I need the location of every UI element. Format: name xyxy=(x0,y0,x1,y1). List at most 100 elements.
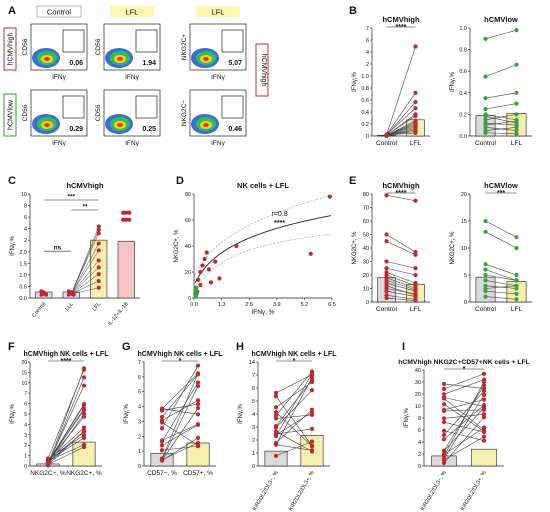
bar xyxy=(471,448,497,467)
sig-stars: ns xyxy=(54,245,62,252)
chart-title: hCMVhigh xyxy=(382,15,419,24)
data-point xyxy=(81,433,87,438)
pair-line xyxy=(161,445,199,451)
pair-line xyxy=(161,400,199,421)
pair-line xyxy=(386,288,416,295)
data-point xyxy=(441,448,447,453)
x-tick-label: KIR2DL2/DL3−, % xyxy=(420,470,448,512)
pair-line xyxy=(161,374,199,418)
x-tick-label: IL-12+IL-18 xyxy=(107,301,130,327)
data-point xyxy=(39,290,44,294)
y-tick-label: 4 xyxy=(418,440,421,446)
x-tick-label: LFL xyxy=(92,301,103,312)
data-point xyxy=(81,429,87,434)
pair-line xyxy=(443,397,485,407)
data-point xyxy=(441,408,447,414)
pair-line xyxy=(275,431,313,452)
pair-line xyxy=(275,374,313,394)
pair-line xyxy=(485,29,517,40)
pair-line xyxy=(386,240,416,256)
data-point xyxy=(413,118,418,123)
y-tick-label: 0 xyxy=(188,296,191,302)
data-point xyxy=(413,121,418,126)
data-point xyxy=(481,412,487,417)
y-axis-label: NKG2C+, % xyxy=(352,231,358,265)
chart-title: hCMVlow xyxy=(484,181,518,190)
data-point xyxy=(273,440,279,446)
flow-plot: 0.06 CD56 IFNγ xyxy=(22,23,88,81)
pair-line xyxy=(275,412,313,436)
pair-line xyxy=(47,446,85,465)
data-point xyxy=(327,194,332,199)
chart-title: hCMVhigh NK cells + LFL xyxy=(24,351,110,358)
y-tick-label: 2 xyxy=(418,452,421,458)
data-point xyxy=(121,210,126,215)
chart-f: hCMVhigh NK cells + LFL IFNγ,% 0 1 2 3 4 5 6 7 10 1… xyxy=(10,351,109,477)
flow-gate-value: 5.07 xyxy=(228,60,242,67)
data-point xyxy=(96,241,101,246)
pair-line xyxy=(485,64,517,77)
chart-b2: hCMVlow IFNγ,% 0.0 0.2 0.4 0.6 0.8 1.0 Control LF… xyxy=(450,15,532,147)
data-point xyxy=(273,453,279,459)
data-point xyxy=(384,266,389,271)
data-point xyxy=(483,125,488,130)
pair-line xyxy=(161,424,199,446)
flow-right-label-box xyxy=(255,43,269,97)
y-tick-label: 10 xyxy=(461,246,467,252)
y-tick-label: 0.0 xyxy=(19,296,27,302)
y-tick-label: 10 xyxy=(21,381,27,387)
pair-line xyxy=(443,379,485,395)
flow-gate-value: 0.06 xyxy=(69,60,83,67)
data-point xyxy=(413,198,418,203)
y-tick-label: 4 xyxy=(252,412,255,418)
pair-line xyxy=(275,441,313,457)
pair-line xyxy=(443,390,485,436)
y-tick-label: 0.6 xyxy=(459,69,467,75)
data-point xyxy=(159,448,165,453)
pair-line xyxy=(386,267,416,276)
flow-x-label: IFNγ xyxy=(52,74,66,81)
data-point xyxy=(96,278,101,283)
y-tick-label: 8 xyxy=(418,416,421,422)
pair-line xyxy=(275,396,313,447)
data-point xyxy=(441,381,447,387)
y-tick-label: 2 xyxy=(24,443,27,449)
chart-title: hCMVhigh NK cells + LFL xyxy=(138,351,224,358)
y-tick-label: 1.0 xyxy=(19,273,27,279)
y-tick-label: 4 xyxy=(24,227,27,233)
data-point xyxy=(96,248,101,253)
data-point xyxy=(481,434,487,439)
pair-line xyxy=(485,274,517,281)
y-tick-label: 14 xyxy=(249,360,255,366)
panel-letter-b: B xyxy=(349,5,357,17)
panel-letter-c: C xyxy=(8,175,16,187)
data-point xyxy=(81,444,87,450)
y-axis-label: IFNγ,% xyxy=(238,404,244,424)
data-point xyxy=(413,112,418,117)
y-tick-label: 60 xyxy=(363,219,369,225)
flow-col-header: LFL xyxy=(126,8,139,17)
flow-gate xyxy=(135,29,158,53)
data-point xyxy=(441,402,447,407)
panel-letter-d: D xyxy=(176,175,184,187)
data-point xyxy=(384,239,389,244)
y-tick-label: 5 xyxy=(464,273,467,279)
pair-line xyxy=(275,414,313,419)
y-tick-label: 7 xyxy=(252,373,255,379)
flow-plot: 1.94 CD56 IFNγ xyxy=(95,23,161,81)
data-point xyxy=(481,392,487,398)
data-point xyxy=(45,460,51,465)
data-point xyxy=(483,130,488,135)
pair-line xyxy=(275,373,313,437)
pair-line xyxy=(47,385,85,464)
pair-line xyxy=(485,220,517,238)
y-axis-label: NKG2C+, % xyxy=(450,231,456,265)
flow-gate xyxy=(221,95,244,119)
pair-line xyxy=(386,272,416,284)
data-point xyxy=(481,407,487,412)
pair-line xyxy=(386,277,416,289)
flow-plot-frame xyxy=(103,89,161,137)
data-point xyxy=(309,444,315,449)
data-point xyxy=(481,438,487,443)
data-point xyxy=(413,126,418,131)
